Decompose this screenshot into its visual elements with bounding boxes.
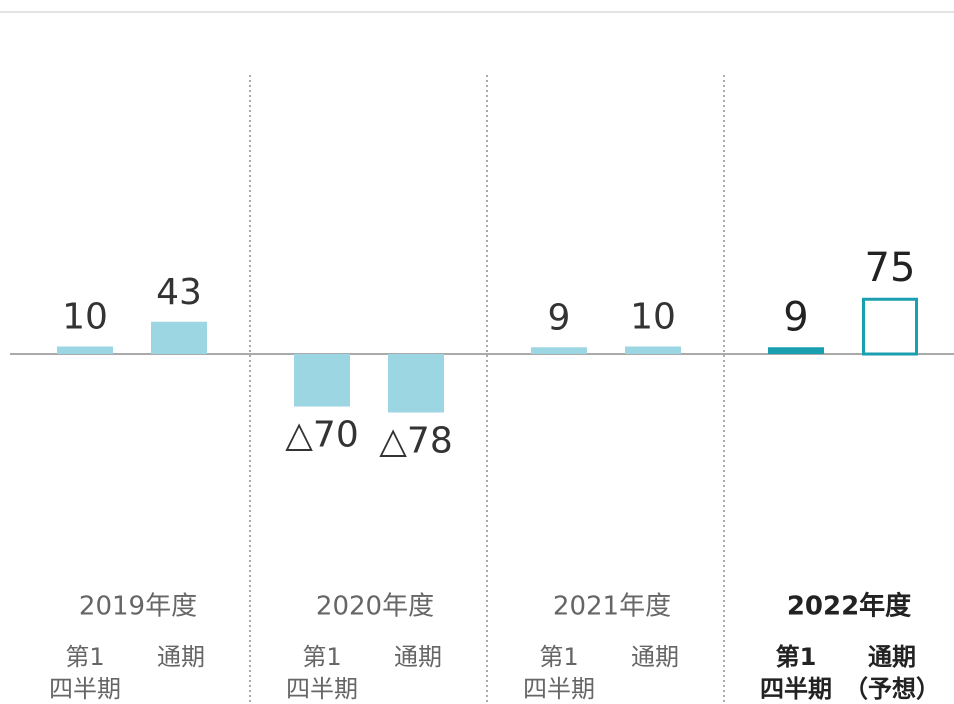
bar bbox=[57, 346, 113, 354]
x-tick-label: 通期 bbox=[157, 643, 205, 671]
value-label: 10 bbox=[630, 297, 676, 338]
bar bbox=[151, 321, 207, 354]
group-label: 2020年度 bbox=[316, 592, 434, 622]
x-tick-label: 通期 bbox=[631, 643, 679, 671]
bar bbox=[768, 347, 824, 354]
value-label: 10 bbox=[62, 297, 108, 338]
x-tick-label: 四半期 bbox=[49, 675, 121, 703]
x-tick-label: 四半期 bbox=[760, 675, 832, 703]
bar bbox=[294, 354, 350, 407]
value-label: 75 bbox=[865, 245, 916, 291]
bar bbox=[531, 347, 587, 354]
value-label: 43 bbox=[156, 272, 202, 313]
x-tick-label: 第1 bbox=[65, 643, 104, 671]
x-tick-label: 第1 bbox=[539, 643, 578, 671]
group-label: 2021年度 bbox=[553, 592, 671, 622]
x-tick-label: 通期 bbox=[394, 643, 442, 671]
value-label: △78 bbox=[379, 421, 453, 462]
x-tick-label: 第1 bbox=[776, 643, 817, 671]
x-tick-label: 四半期 bbox=[286, 675, 358, 703]
bar bbox=[625, 346, 681, 354]
bar bbox=[388, 354, 444, 413]
x-tick-label: （予想） bbox=[844, 675, 940, 703]
value-label: 9 bbox=[783, 294, 808, 340]
x-tick-label: 四半期 bbox=[523, 675, 595, 703]
group-label: 2022年度 bbox=[787, 591, 911, 622]
bar bbox=[862, 297, 918, 356]
x-tick-label: 第1 bbox=[302, 643, 341, 671]
x-tick-label: 通期 bbox=[868, 643, 916, 671]
group-label: 2019年度 bbox=[79, 592, 197, 622]
value-label: △70 bbox=[285, 415, 359, 456]
value-label: 9 bbox=[548, 297, 571, 338]
